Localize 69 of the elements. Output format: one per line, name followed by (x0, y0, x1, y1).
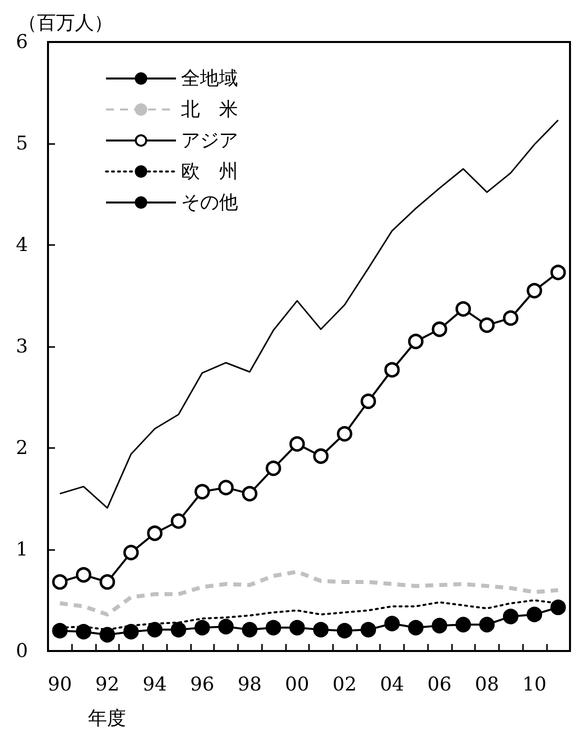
point (550, 600, 566, 616)
x-tick-label: 08 (474, 674, 500, 696)
point (76, 624, 92, 640)
legend-label: 欧 州 (181, 160, 238, 182)
point (289, 436, 305, 452)
point (432, 322, 448, 337)
point (526, 606, 542, 622)
point (408, 620, 424, 636)
x-tick-label: 90 (48, 674, 72, 696)
y-tick-label: 3 (16, 336, 28, 358)
point (360, 622, 376, 638)
point (502, 310, 518, 326)
point (266, 460, 282, 476)
point (313, 622, 329, 638)
point (100, 627, 116, 643)
point (242, 486, 258, 502)
point (52, 622, 68, 638)
point (123, 544, 139, 560)
line-series (58, 570, 560, 616)
point (147, 526, 163, 542)
point (52, 574, 68, 590)
point (479, 317, 495, 333)
point (336, 622, 352, 638)
legend-label: アジア (181, 130, 238, 152)
legend-label: その他 (181, 192, 238, 214)
point (123, 624, 139, 640)
point (266, 620, 282, 636)
point (384, 362, 400, 378)
x-tick-label: 06 (427, 674, 452, 696)
legend-label: 北 米 (181, 98, 238, 120)
x-tick-label: 98 (238, 674, 262, 696)
point (502, 608, 518, 624)
y-tick-label: 4 (16, 234, 28, 256)
point (408, 334, 424, 350)
x-tick-label: 92 (95, 674, 120, 696)
point (550, 264, 566, 280)
point (242, 622, 258, 638)
point (432, 618, 448, 634)
point (170, 513, 186, 529)
point (479, 616, 495, 632)
point (313, 448, 329, 464)
x-tick-label: 00 (285, 674, 310, 696)
y-tick-label: 2 (16, 437, 28, 459)
x-tick-label: 04 (380, 674, 404, 696)
y-tick-label: 5 (16, 132, 28, 154)
point (147, 622, 163, 638)
point (170, 622, 186, 638)
x-tick-label: 02 (332, 674, 357, 696)
point (455, 616, 471, 632)
x-tick-label: 94 (142, 674, 167, 696)
line-series (59, 119, 559, 509)
point (384, 616, 400, 632)
x-axis-title: 年度 (88, 708, 126, 730)
legend-label: 全地域 (181, 68, 238, 90)
point (76, 567, 92, 583)
y-tick-label: 1 (16, 538, 28, 560)
x-tick-label: 96 (190, 674, 214, 696)
point (218, 618, 234, 634)
point (360, 394, 376, 410)
point (194, 620, 210, 636)
point (336, 426, 352, 442)
y-tick-label: 0 (16, 640, 28, 662)
point (455, 301, 471, 317)
point (218, 480, 234, 496)
point (100, 574, 116, 590)
point (289, 620, 305, 636)
x-tick-label: 10 (522, 674, 547, 696)
point (194, 484, 210, 500)
point (526, 282, 542, 298)
